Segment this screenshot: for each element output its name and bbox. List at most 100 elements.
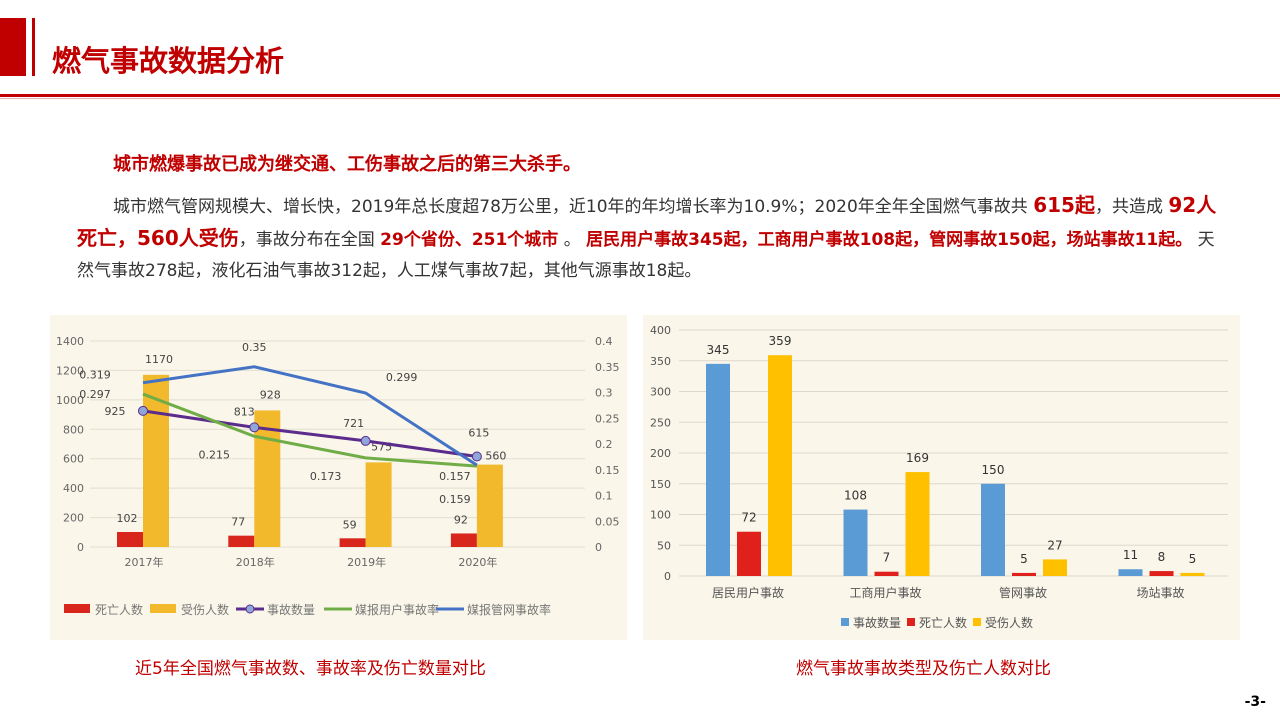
data-label: 0.297: [79, 388, 111, 401]
data-label: 108: [844, 489, 867, 503]
chart-yearly-comparison: 0 200 400 600 800 1000 1200 1400 0 0.05 0.1 0.15 0.2…: [56, 335, 620, 617]
highlight-casualties: 92人死亡，560人受伤: [77, 193, 1217, 250]
legend-swatch: [841, 618, 849, 626]
legend-swatch: [907, 618, 915, 626]
chart-left-panel: 0 200 400 600 800 1000 1200 1400 0 0.05 0.1 0.15 0.2…: [50, 315, 627, 640]
x-tick-label: 场站事故: [1136, 585, 1184, 600]
highlight-total: 615起: [1033, 193, 1095, 217]
header-accent-bar: [0, 18, 26, 76]
legend-label: 死亡人数: [95, 602, 143, 617]
x-tick-label: 2019年: [347, 555, 386, 569]
data-label: 0.319: [79, 369, 111, 382]
y-tick-label: 50: [657, 539, 671, 552]
line-媒报管网事故率: [142, 365, 478, 467]
legend-label: 事故数量: [267, 602, 315, 617]
legend-label: 死亡人数: [919, 615, 967, 630]
data-label: 0.35: [242, 341, 266, 354]
bar-事故数量: [981, 483, 1005, 576]
chart-right-panel: 0 50 100 150 200 250 300 350 400 居民用户事故 工商用户事故 管网事故…: [643, 315, 1240, 640]
legend-swatch: [150, 604, 176, 613]
bar-死亡人数: [737, 531, 761, 576]
y2-tick-label: 0.15: [595, 464, 620, 477]
bar-受伤人数: [768, 355, 792, 576]
y-tick-label: 400: [650, 324, 671, 337]
y-tick-label: 250: [650, 416, 671, 429]
data-label: 7: [883, 551, 891, 565]
text: 天然气事故278起，液化石油气事故312起，人工煤气事故7起，其他气源事故18起…: [77, 230, 1215, 281]
legend-swatch: [973, 618, 981, 626]
data-label: 0.159: [439, 493, 471, 506]
page-title: 燃气事故数据分析: [52, 44, 285, 78]
x-tick-label: 工商用户事故: [849, 585, 921, 600]
text: ，共造成: [1094, 197, 1169, 217]
y-tick-label: 100: [650, 509, 671, 522]
text: 。: [558, 230, 587, 250]
x-tick-label: 居民用户事故: [712, 585, 784, 600]
x-tick-label: 2018年: [236, 555, 275, 569]
bar-死亡人数: [450, 533, 477, 547]
data-label: 813: [234, 405, 255, 418]
data-label: 169: [906, 451, 929, 465]
bar-受伤人数: [1180, 572, 1205, 576]
data-label: 0.173: [310, 470, 342, 483]
data-label: 0.215: [199, 448, 231, 461]
data-label: 0.299: [386, 371, 418, 384]
bar-事故数量: [706, 363, 730, 576]
y-tick-label: 800: [63, 423, 84, 436]
bar-事故数量: [1118, 569, 1143, 576]
data-label: 359: [769, 334, 792, 348]
marker: [471, 451, 482, 462]
x-tick-label: 2020年: [458, 555, 497, 569]
legend-marker: [245, 604, 255, 614]
y2-tick-label: 0.3: [595, 387, 613, 400]
data-label: 72: [741, 511, 756, 525]
y-tick-label: 1200: [56, 364, 84, 377]
bar-受伤人数: [476, 464, 503, 547]
chart-type-comparison: 0 50 100 150 200 250 300 350 400 居民用户事故 工商用户事故 管网事故…: [650, 324, 1228, 630]
y-tick-label: 200: [63, 512, 84, 525]
y-tick-label: 300: [650, 386, 671, 399]
legend-label: 受伤人数: [181, 602, 229, 617]
data-label: 925: [105, 405, 126, 418]
y2-tick-label: 0.1: [595, 490, 613, 503]
marker: [360, 435, 371, 446]
bar-死亡人数: [1149, 571, 1174, 576]
bar-受伤人数: [365, 462, 392, 547]
data-label: 5: [1020, 552, 1028, 566]
y2-tick-label: 0.05: [595, 515, 620, 528]
data-label: 102: [117, 512, 138, 525]
legend-swatch: [64, 604, 90, 613]
x-tick-label: 管网事故: [999, 585, 1047, 600]
bar-死亡人数: [228, 535, 255, 547]
bar-事故数量: [843, 509, 868, 576]
bar-死亡人数: [1012, 572, 1036, 576]
data-label: 721: [343, 417, 364, 430]
caption-left: 近5年全国燃气事故数、事故率及伤亡数量对比: [135, 659, 486, 679]
data-label: 0.157: [439, 470, 471, 483]
data-label: 928: [260, 388, 281, 401]
highlight-regions: 29个省份、251个城市: [380, 230, 559, 250]
data-label: 560: [485, 450, 506, 463]
y-tick-label: 200: [650, 447, 671, 460]
y-tick-label: 1000: [56, 394, 84, 407]
legend-label: 事故数量: [853, 615, 901, 630]
y-tick-label: 1400: [56, 335, 84, 348]
data-label: 5: [1189, 552, 1197, 566]
data-label: 150: [982, 463, 1005, 477]
bar-死亡人数: [874, 571, 899, 576]
bar-受伤人数: [143, 374, 169, 547]
header-divider: [0, 94, 1280, 97]
bar-受伤人数: [254, 410, 281, 547]
data-label: 27: [1047, 538, 1062, 552]
legend-label: 媒报用户事故率: [355, 602, 439, 617]
data-label: 77: [231, 516, 245, 529]
data-label: 11: [1123, 548, 1138, 562]
x-tick-label: 2017年: [125, 555, 164, 569]
data-label: 59: [343, 518, 357, 531]
header-divider-thin: [0, 98, 1280, 99]
data-label: 615: [468, 427, 489, 440]
marker: [249, 422, 260, 433]
y-tick-label: 0: [77, 541, 84, 554]
y2-tick-label: 0.4: [595, 335, 613, 348]
y-tick-label: 600: [63, 453, 84, 466]
